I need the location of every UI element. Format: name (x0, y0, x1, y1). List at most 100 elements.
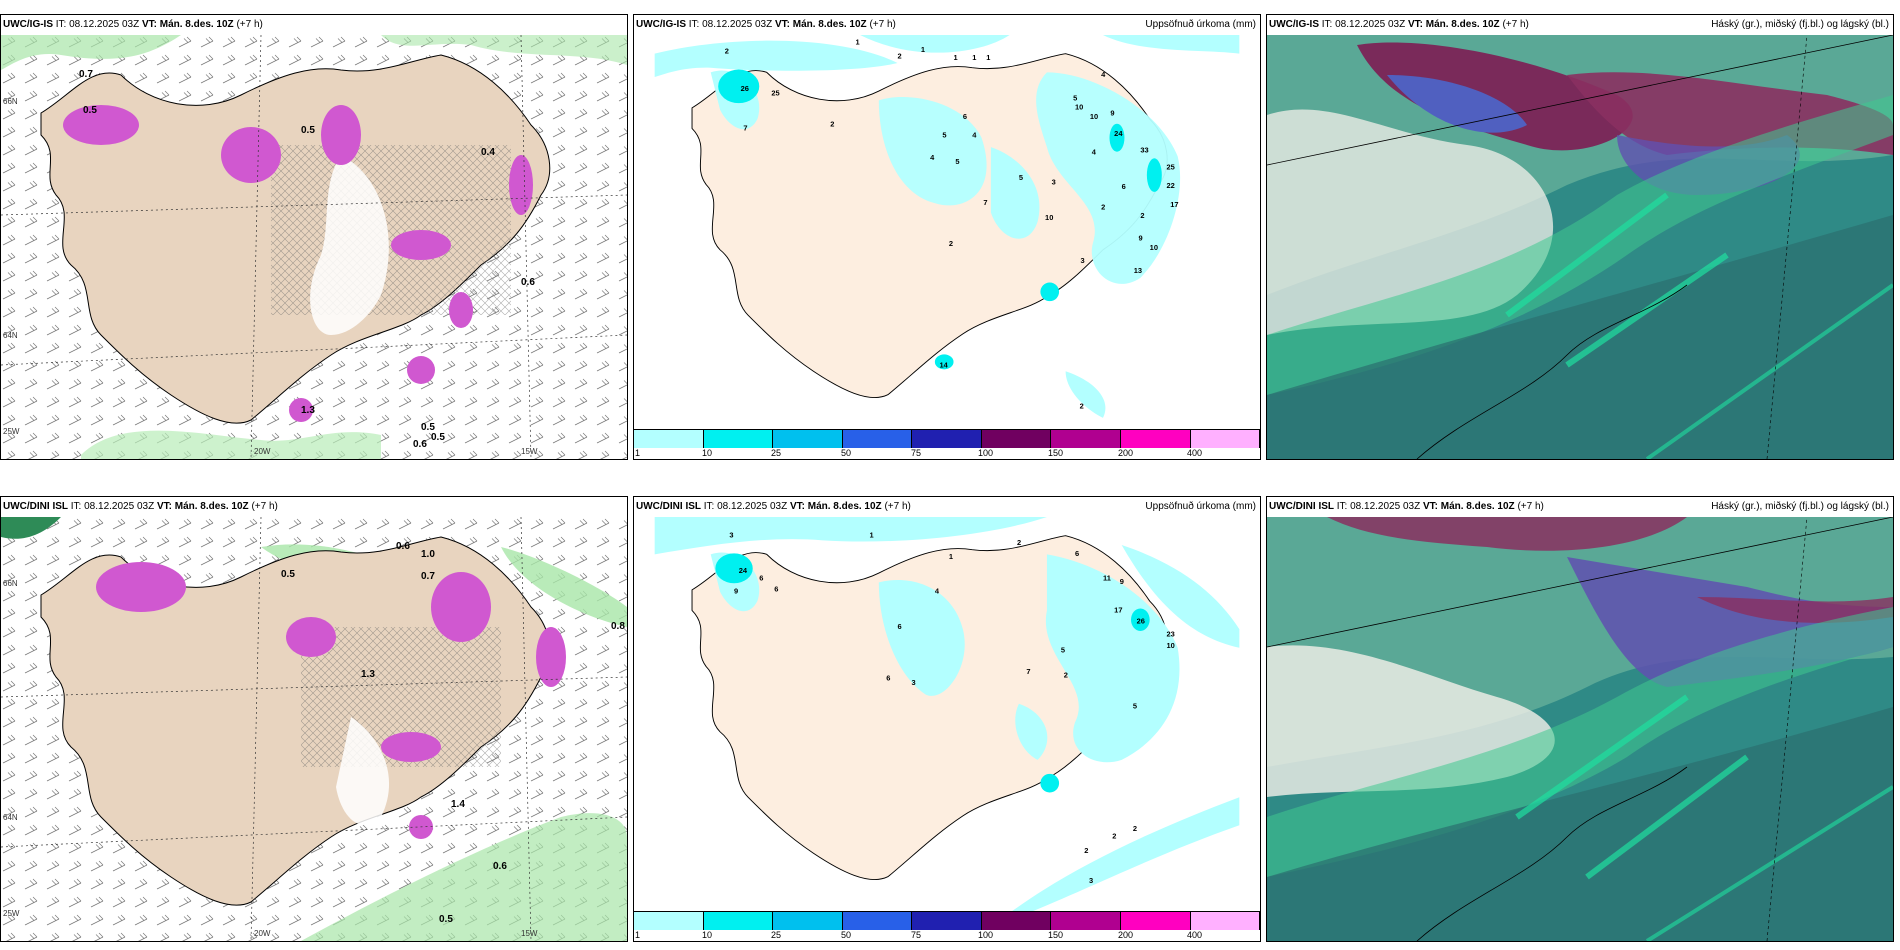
precip-value: 17 (1170, 200, 1178, 209)
panel-header: UWC/IG-IS IT: 08.12.2025 03Z VT: Mán. 8.… (1, 15, 627, 35)
lon-label: 25W (3, 909, 20, 918)
wind-value: 0.4 (481, 147, 495, 158)
vt-label: VT: (1407, 19, 1423, 30)
precip-value: 11 (1103, 574, 1111, 583)
legend-tick: 75 (911, 930, 922, 940)
wind-value: 1.0 (421, 549, 435, 560)
precip-value: 24 (739, 566, 748, 575)
precip-value: 2 (1101, 203, 1105, 212)
legend-tick: 75 (911, 448, 922, 458)
wind-value: 0.8 (611, 621, 625, 632)
precip-value: 4 (1092, 148, 1097, 157)
vt-label: VT: (774, 19, 790, 30)
model-name: UWC/IG-IS (636, 19, 686, 30)
precip-map: 2 1 2 1 1 1 1 26 25 7 2 5 6 4 5 4 4 5 10… (654, 35, 1240, 418)
precip-value: 2 (1064, 671, 1068, 680)
precip-value: 9 (734, 587, 738, 596)
precip-value: 2 (949, 239, 953, 248)
lead-time: (+7 h) (1517, 501, 1544, 512)
vt-value: Mán. 8.des. 10Z (174, 501, 249, 512)
wind-value: 0.7 (79, 69, 93, 80)
legend-swatch (703, 912, 774, 930)
legend-tick: 10 (702, 448, 713, 458)
lead-time: (+7 h) (884, 501, 911, 512)
legend-tick: 50 (841, 448, 852, 458)
precip-value: 3 (1089, 876, 1093, 885)
lead-time: (+7 h) (869, 19, 896, 30)
legend-swatch (634, 430, 704, 448)
precip-value: 9 (1120, 577, 1124, 586)
it-value: 08.12.2025 03Z (84, 501, 155, 512)
precip-map: 3 1 2 1 6 24 6 9 6 4 6 11 9 17 26 23 10 … (654, 517, 1240, 913)
precip-value: 1 (972, 53, 976, 62)
panel-header: UWC/IG-IS IT: 08.12.2025 03Z VT: Mán. 8.… (1267, 15, 1893, 35)
wind-value: 0.6 (396, 541, 410, 552)
precip-value: 4 (930, 153, 935, 162)
lat-label: 66N (3, 579, 18, 588)
it-value: 08.12.2025 03Z (717, 501, 788, 512)
precip-value: 2 (1084, 846, 1088, 855)
legend-swatch (773, 430, 843, 448)
panel-title: Uppsöfnuð úrkoma (mm) (1145, 19, 1256, 30)
precip-value: 6 (963, 112, 967, 121)
precip-value: 22 (1166, 181, 1174, 190)
precip-value: 1 (986, 53, 990, 62)
panel-header: UWC/DINI ISL IT: 08.12.2025 03Z VT: Mán.… (1, 497, 627, 517)
lon-label: 15W (521, 929, 538, 938)
vt-value: Mán. 8.des. 10Z (1425, 19, 1500, 30)
it-value: 08.12.2025 03Z (1350, 501, 1421, 512)
legend-tick: 25 (771, 930, 782, 940)
precip-value: 17 (1114, 605, 1122, 614)
precip-value: 2 (1140, 211, 1144, 220)
precip-value: 5 (955, 157, 959, 166)
panel-top-wind: UWC/IG-IS IT: 08.12.2025 03Z VT: Mán. 8.… (0, 14, 628, 460)
legend-tick: 1 (635, 448, 641, 458)
vt-value: Mán. 8.des. 10Z (1440, 501, 1515, 512)
legend-tick: 10 (702, 930, 713, 940)
legend-swatch (1190, 912, 1260, 930)
cloud-map (1267, 35, 1893, 459)
precip-value: 5 (1061, 645, 1065, 654)
model-name: UWC/IG-IS (1269, 19, 1319, 30)
legend-tick: 200 (1118, 448, 1134, 458)
precip-value: 5 (1019, 173, 1023, 182)
precip-value: 6 (1122, 182, 1126, 191)
precip-value: 2 (830, 120, 834, 129)
lat-label: 66N (3, 97, 18, 106)
precip-value: 3 (729, 531, 733, 540)
legend-swatch (981, 912, 1052, 930)
vt-label: VT: (156, 501, 172, 512)
it-label: IT: (70, 501, 82, 512)
legend-tick: 150 (1048, 930, 1064, 940)
panel-header: UWC/IG-IS IT: 08.12.2025 03Z VT: Mán. 8.… (634, 15, 1260, 35)
precip-value: 10 (1166, 641, 1174, 650)
it-label: IT: (55, 19, 67, 30)
legend-ticks: 1 10 25 50 75 100 150 200 400 (634, 447, 1260, 459)
wind-value: 1.3 (361, 669, 375, 680)
precip-value: 2 (1133, 824, 1137, 833)
precip-value: 9 (1110, 108, 1114, 117)
panel-title: Háský (gr.), miðský (fj.bl.) og lágský (… (1711, 19, 1889, 30)
lat-label: 64N (3, 331, 18, 340)
panel-bottom-clouds: UWC/DINI ISL IT: 08.12.2025 03Z VT: Mán.… (1266, 496, 1894, 942)
it-value: 08.12.2025 03Z (1335, 19, 1406, 30)
lon-label: 25W (3, 427, 20, 436)
panel-bottom-wind: UWC/DINI ISL IT: 08.12.2025 03Z VT: Mán.… (0, 496, 628, 942)
wind-value: 1.4 (451, 799, 465, 810)
wind-value: 0.7 (421, 571, 435, 582)
precip-value: 6 (774, 585, 778, 594)
panel-title: Háský (gr.), miðský (fj.bl.) og lágský (… (1711, 501, 1889, 512)
precip-value: 7 (1026, 667, 1030, 676)
precip-value: 1 (869, 531, 873, 540)
it-label: IT: (688, 19, 700, 30)
it-value: 08.12.2025 03Z (69, 19, 140, 30)
lead-time: (+7 h) (236, 19, 263, 30)
wind-value: 0.6 (493, 861, 507, 872)
lon-label: 20W (254, 929, 271, 938)
panel-header: UWC/DINI ISL IT: 08.12.2025 03Z VT: Mán.… (1267, 497, 1893, 517)
precip-value: 2 (1080, 402, 1084, 411)
legend-swatch (1051, 430, 1121, 448)
precip-value: 7 (983, 198, 987, 207)
wind-value: 0.5 (301, 125, 315, 136)
cloud-map (1267, 517, 1893, 941)
